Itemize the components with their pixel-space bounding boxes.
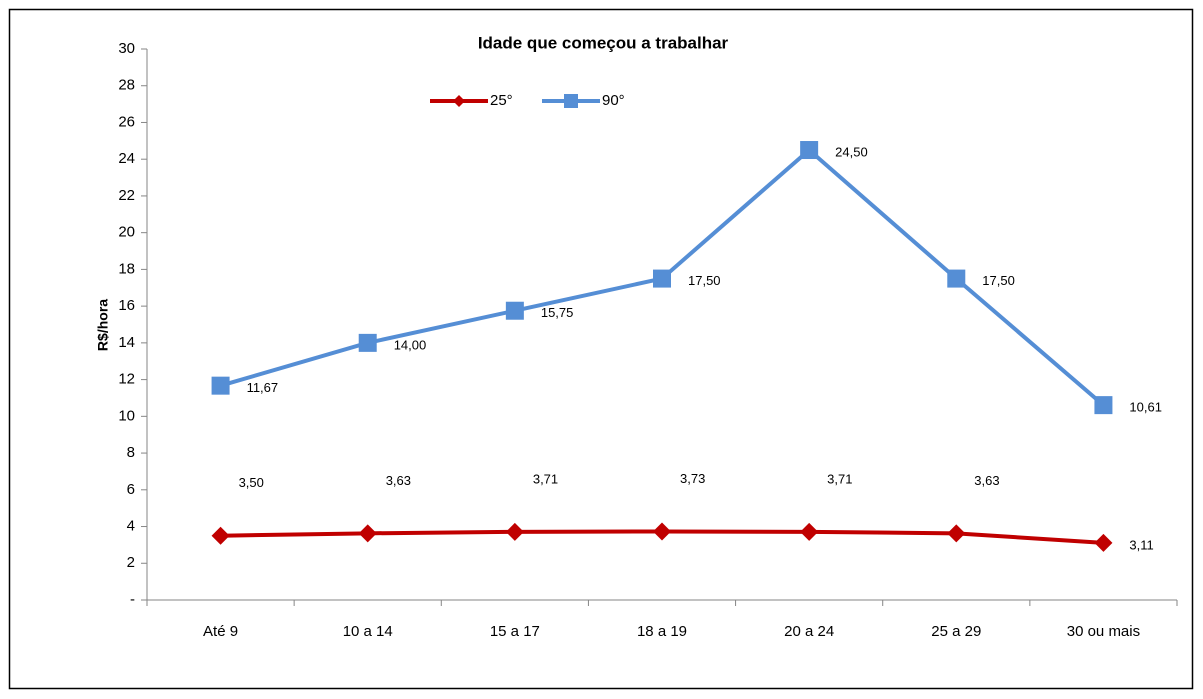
data-label: 10,61	[1129, 400, 1162, 415]
point	[505, 522, 524, 541]
point	[211, 526, 230, 545]
data-label: 11,67	[247, 380, 279, 395]
point	[1094, 396, 1113, 415]
x-tick-label: Até 9	[203, 623, 238, 640]
data-label: 3,71	[827, 471, 852, 486]
point	[505, 301, 524, 320]
data-label: 17,50	[688, 273, 721, 288]
point	[947, 524, 966, 543]
y-tick-label: -	[130, 591, 135, 608]
point	[947, 269, 966, 288]
y-tick-label: 4	[127, 518, 135, 535]
data-label: 14,00	[394, 337, 427, 352]
x-tick-label: 15 a 17	[490, 623, 540, 640]
point	[211, 376, 230, 395]
point	[800, 141, 819, 160]
legend-label: 25°	[490, 92, 513, 109]
point	[653, 522, 671, 541]
y-tick-label: 12	[118, 371, 135, 388]
y-tick-label: 20	[118, 224, 135, 241]
x-tick-label: 30 ou mais	[1067, 623, 1140, 640]
y-tick-label: 16	[118, 297, 135, 314]
y-tick-label: 28	[118, 77, 135, 94]
data-label: 3,11	[1129, 537, 1153, 552]
y-axis-title: R$/hora	[95, 299, 111, 351]
y-tick-label: 26	[118, 113, 135, 130]
data-label: 3,63	[386, 473, 411, 488]
point	[800, 522, 819, 541]
legend-label: 90°	[602, 92, 625, 109]
x-tick-label: 25 a 29	[931, 623, 981, 640]
chart-title: Idade que começou a trabalhar	[478, 33, 729, 52]
x-tick-label: 20 a 24	[784, 623, 834, 640]
y-tick-label: 22	[118, 187, 135, 204]
data-label: 3,73	[680, 471, 705, 486]
y-tick-label: 8	[127, 444, 135, 461]
data-label: 15,75	[541, 305, 574, 320]
y-tick-label: 18	[118, 260, 135, 277]
legend-marker	[564, 94, 578, 108]
x-tick-label: 18 a 19	[637, 623, 687, 640]
y-tick-label: 14	[118, 334, 135, 351]
data-label: 3,50	[239, 475, 264, 490]
point	[653, 269, 671, 288]
y-tick-label: 24	[118, 150, 135, 167]
data-label: 17,50	[982, 273, 1015, 288]
point	[358, 333, 377, 352]
point	[358, 524, 377, 543]
data-label: 3,63	[974, 473, 999, 488]
legend-marker	[453, 95, 465, 107]
chart-border	[8, 8, 1194, 690]
data-label: 3,71	[533, 471, 558, 486]
y-tick-label: 6	[127, 481, 135, 498]
data-label: 24,50	[835, 144, 868, 159]
x-tick-label: 10 a 14	[343, 623, 393, 640]
y-tick-label: 30	[118, 40, 135, 57]
y-tick-label: 10	[118, 407, 135, 424]
y-tick-label: 2	[127, 554, 135, 571]
point	[1094, 533, 1113, 552]
